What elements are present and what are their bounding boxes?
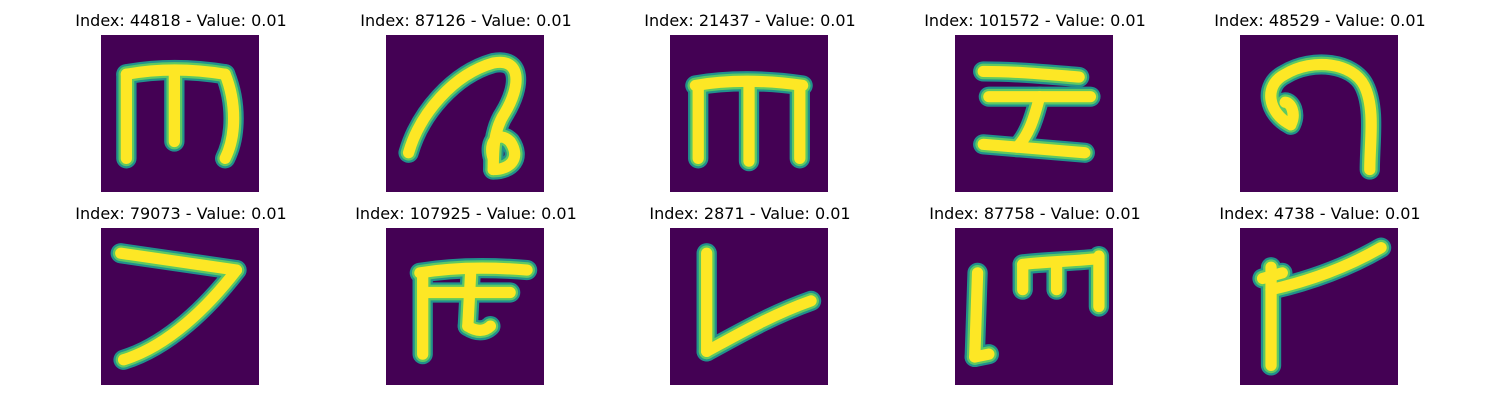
handwritten-glyph-image [1240, 228, 1398, 385]
panel-title: Index: 87126 - Value: 0.01 [360, 11, 572, 30]
panel-title: Index: 44818 - Value: 0.01 [75, 11, 287, 30]
panel-title: Index: 79073 - Value: 0.01 [75, 204, 287, 223]
panel-6: Index: 79073 - Value: 0.01 [31, 193, 331, 388]
handwritten-glyph-image [670, 228, 828, 385]
panel-title: Index: 87758 - Value: 0.01 [929, 204, 1141, 223]
handwritten-glyph-image [1240, 35, 1398, 192]
handwritten-glyph-image [955, 35, 1113, 192]
panel-5: Index: 48529 - Value: 0.01 [1170, 0, 1470, 195]
panel-title: Index: 21437 - Value: 0.01 [644, 11, 856, 30]
handwritten-glyph-image [101, 228, 259, 385]
panel-2: Index: 87126 - Value: 0.01 [316, 0, 616, 195]
panel-10: Index: 4738 - Value: 0.01 [1170, 193, 1470, 388]
panel-title: Index: 48529 - Value: 0.01 [1214, 11, 1426, 30]
handwritten-glyph-image [670, 35, 828, 192]
panel-7: Index: 107925 - Value: 0.01 [316, 193, 616, 388]
handwritten-glyph-image [386, 35, 544, 192]
panel-8: Index: 2871 - Value: 0.01 [600, 193, 900, 388]
handwritten-glyph-image [955, 228, 1113, 385]
panel-1: Index: 44818 - Value: 0.01 [31, 0, 331, 195]
handwritten-glyph-image [386, 228, 544, 385]
panel-3: Index: 21437 - Value: 0.01 [600, 0, 900, 195]
panel-9: Index: 87758 - Value: 0.01 [885, 193, 1185, 388]
panel-4: Index: 101572 - Value: 0.01 [885, 0, 1185, 195]
handwritten-glyph-image [101, 35, 259, 192]
panel-title: Index: 101572 - Value: 0.01 [924, 11, 1146, 30]
panel-title: Index: 107925 - Value: 0.01 [355, 204, 577, 223]
panel-title: Index: 4738 - Value: 0.01 [1219, 204, 1421, 223]
panel-title: Index: 2871 - Value: 0.01 [649, 204, 851, 223]
